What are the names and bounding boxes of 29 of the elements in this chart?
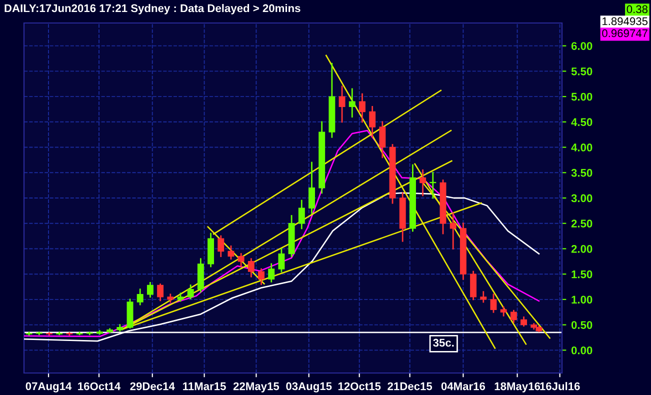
x-tick-label: 22May15 bbox=[233, 382, 280, 392]
x-tick-label: 12Oct15 bbox=[338, 382, 381, 390]
x-tick-label: 04Mar16 bbox=[441, 382, 486, 390]
x-tick-label: 16Oct14 bbox=[78, 382, 121, 390]
x-tick-label: 21Dec15 bbox=[388, 382, 432, 390]
y-tick-label: 0.50 bbox=[571, 321, 592, 329]
x-tick-label: 11Mar15 bbox=[183, 382, 226, 390]
y-tick-label: 1.50 bbox=[572, 270, 592, 278]
text: 0.969747 bbox=[602, 29, 648, 38]
x-tick-label: 29Dec14 bbox=[130, 382, 175, 390]
text: 0.38 bbox=[626, 5, 648, 14]
chart-title: DAILY:17Jun2016 17:21 Sydney : Data Delayed > 20mins bbox=[4, 4, 300, 14]
y-tick-label: 5.00 bbox=[571, 92, 592, 101]
x-tick-label: 03Aug15 bbox=[286, 382, 332, 392]
x-tick-label: 07Aug14 bbox=[26, 382, 72, 392]
y-tick-label: 0.00 bbox=[571, 346, 592, 354]
x-tick-label: 18May16 bbox=[494, 382, 540, 392]
y-tick-label: 5.50 bbox=[571, 67, 592, 76]
x-tick-label: 16Jul16 bbox=[540, 382, 580, 390]
y-tick-label: 2.00 bbox=[571, 244, 592, 253]
y-tick-label: 4.00 bbox=[571, 144, 592, 152]
text: 1.894935 bbox=[602, 17, 648, 26]
y-tick-label: 1.00 bbox=[572, 296, 592, 304]
y-tick-label: 3.00 bbox=[571, 194, 592, 202]
y-tick-label: 4.50 bbox=[571, 118, 592, 126]
y-tick-label: 6.00 bbox=[571, 42, 592, 50]
y-tick-label: 3.50 bbox=[571, 168, 592, 177]
y-tick-label: 2.50 bbox=[571, 220, 592, 228]
ref-line-label: 35c. bbox=[433, 338, 454, 347]
